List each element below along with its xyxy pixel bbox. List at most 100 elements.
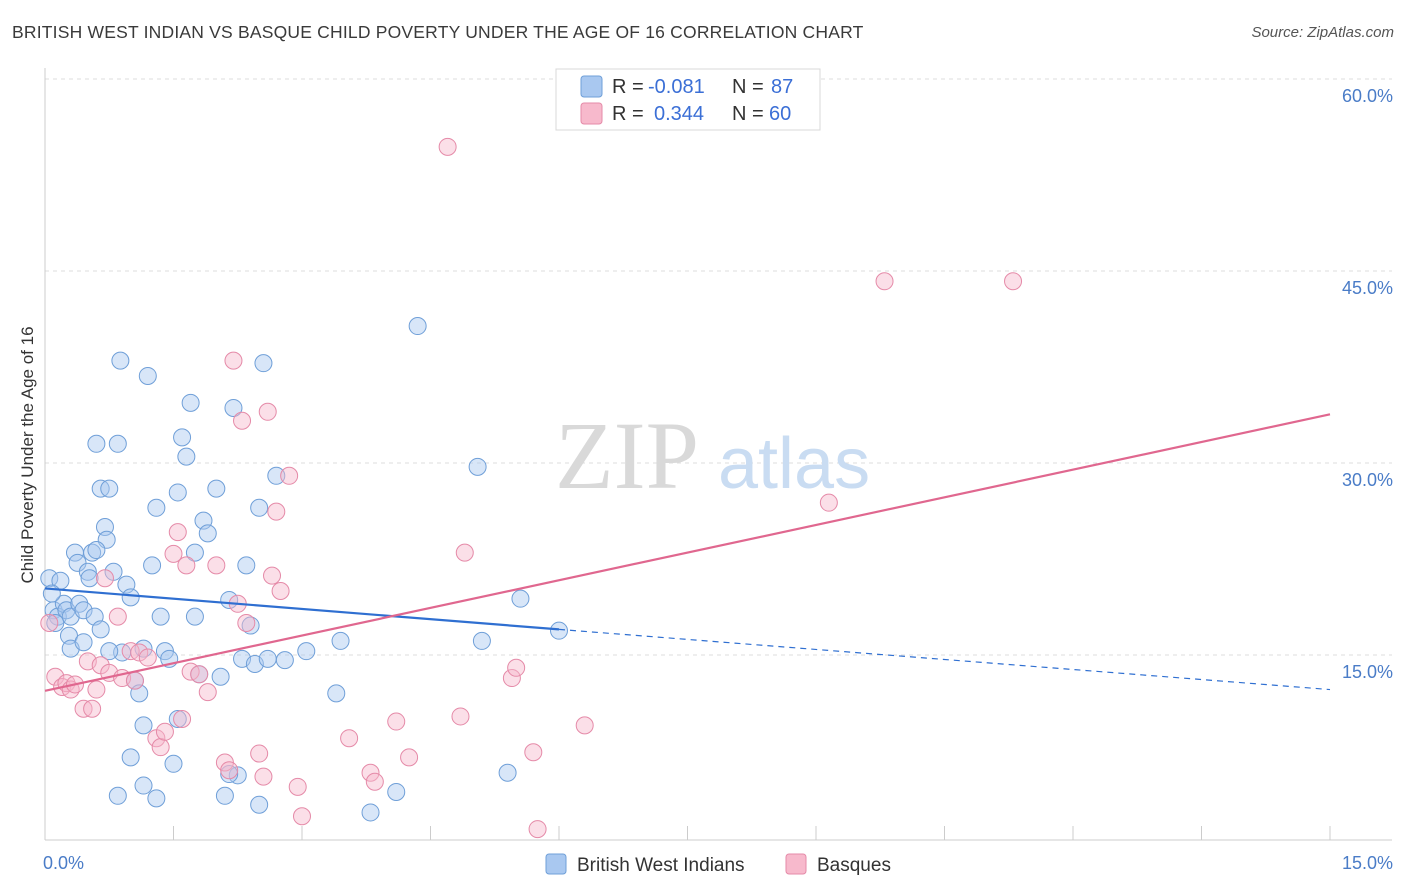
point-british-west-indians xyxy=(267,466,286,485)
point-basques xyxy=(237,614,256,632)
point-basques xyxy=(250,744,269,763)
point-basques xyxy=(198,683,217,702)
point-basques xyxy=(207,556,226,575)
legend-r-label-1: R = xyxy=(612,76,644,98)
point-british-west-indians xyxy=(111,351,130,370)
legend-n-label-2: N = xyxy=(732,103,764,125)
point-basques xyxy=(365,772,384,791)
point-basques xyxy=(258,402,277,421)
point-british-west-indians xyxy=(224,398,243,417)
point-british-west-indians xyxy=(185,543,204,562)
point-british-west-indians xyxy=(275,651,294,670)
y-tick-label: 30.0% xyxy=(1342,470,1393,490)
point-basques xyxy=(451,707,470,726)
point-british-west-indians xyxy=(134,776,153,795)
point-british-west-indians xyxy=(331,631,350,650)
point-british-west-indians xyxy=(80,569,99,588)
point-british-west-indians xyxy=(254,354,273,373)
point-british-west-indians xyxy=(250,795,269,814)
point-british-west-indians xyxy=(100,479,119,498)
point-basques xyxy=(108,607,127,626)
legend-n-value-1: 87 xyxy=(771,76,793,98)
y-tick-label: 15.0% xyxy=(1342,662,1393,682)
bottom-legend-swatch-blue xyxy=(545,853,567,875)
bottom-legend-label-pink: Basques xyxy=(817,855,891,876)
point-british-west-indians xyxy=(237,556,256,575)
point-british-west-indians xyxy=(164,754,183,773)
point-basques xyxy=(95,569,114,588)
bottom-legend: British West Indians Basques xyxy=(545,853,891,876)
point-british-west-indians xyxy=(258,649,277,668)
bottom-legend-swatch-pink xyxy=(785,853,807,875)
point-basques xyxy=(224,351,243,370)
axes-layer xyxy=(44,68,1392,841)
point-basques xyxy=(254,767,273,786)
point-british-west-indians xyxy=(74,601,93,620)
point-british-west-indians xyxy=(468,457,487,476)
point-basques xyxy=(168,523,187,542)
point-british-west-indians xyxy=(177,447,196,466)
point-british-west-indians xyxy=(387,782,406,801)
point-british-west-indians xyxy=(87,434,106,453)
point-british-west-indians xyxy=(138,366,157,385)
point-basques xyxy=(455,543,474,562)
point-basques xyxy=(155,722,174,741)
point-basques xyxy=(387,712,406,731)
point-basques xyxy=(819,493,838,512)
point-british-west-indians xyxy=(134,716,153,735)
point-british-west-indians xyxy=(498,763,517,782)
point-basques xyxy=(340,729,359,748)
legend-r-value-1: -0.081 xyxy=(648,76,705,98)
point-basques xyxy=(173,710,192,728)
legend-r-value-2: 0.344 xyxy=(654,103,704,125)
point-british-west-indians xyxy=(550,621,568,640)
point-basques xyxy=(267,502,286,521)
point-basques xyxy=(83,699,102,718)
chart-source: Source: ZipAtlas.com xyxy=(1251,24,1394,41)
watermark: ZIP atlas xyxy=(555,402,870,509)
point-basques xyxy=(87,680,106,699)
point-british-west-indians xyxy=(87,541,106,560)
point-british-west-indians xyxy=(40,569,59,588)
point-british-west-indians xyxy=(168,483,187,502)
legend-swatch-blue xyxy=(580,75,603,98)
x-tick-label: 15.0% xyxy=(1342,853,1393,873)
point-british-west-indians xyxy=(46,614,65,632)
point-british-west-indians xyxy=(173,428,192,447)
point-basques xyxy=(233,411,252,430)
point-basques xyxy=(271,582,290,600)
point-basques xyxy=(280,466,299,485)
point-british-west-indians xyxy=(297,642,316,661)
grid-layer xyxy=(45,78,1392,656)
point-basques xyxy=(507,658,526,677)
legend-n-value-2: 60 xyxy=(769,103,791,125)
point-british-west-indians xyxy=(151,607,170,626)
point-basques xyxy=(288,777,307,796)
point-british-west-indians xyxy=(361,803,380,822)
legend-swatch-pink xyxy=(580,102,603,125)
point-british-west-indians xyxy=(74,633,93,652)
point-basques xyxy=(875,272,894,291)
points-layer xyxy=(40,137,1023,839)
point-british-west-indians xyxy=(215,786,234,805)
point-british-west-indians xyxy=(121,748,140,767)
point-british-west-indians xyxy=(408,317,427,336)
point-british-west-indians xyxy=(327,684,346,703)
bottom-legend-label-blue: British West Indians xyxy=(577,855,745,876)
point-british-west-indians xyxy=(91,620,110,639)
point-british-west-indians xyxy=(207,479,226,498)
point-basques xyxy=(361,763,380,782)
legend-r-label-2: R = xyxy=(612,103,644,125)
top-legend: R = -0.081 N = 87 R = 0.344 N = 60 xyxy=(555,68,821,131)
point-basques xyxy=(190,665,209,684)
watermark-atlas: atlas xyxy=(718,424,870,504)
trend-line-basques xyxy=(44,413,1331,692)
point-basques xyxy=(502,669,521,688)
point-british-west-indians xyxy=(472,631,491,650)
trend-layer xyxy=(44,413,1331,692)
point-basques xyxy=(46,667,65,686)
point-british-west-indians xyxy=(211,667,230,686)
point-basques xyxy=(263,566,282,585)
point-british-west-indians xyxy=(250,498,269,517)
